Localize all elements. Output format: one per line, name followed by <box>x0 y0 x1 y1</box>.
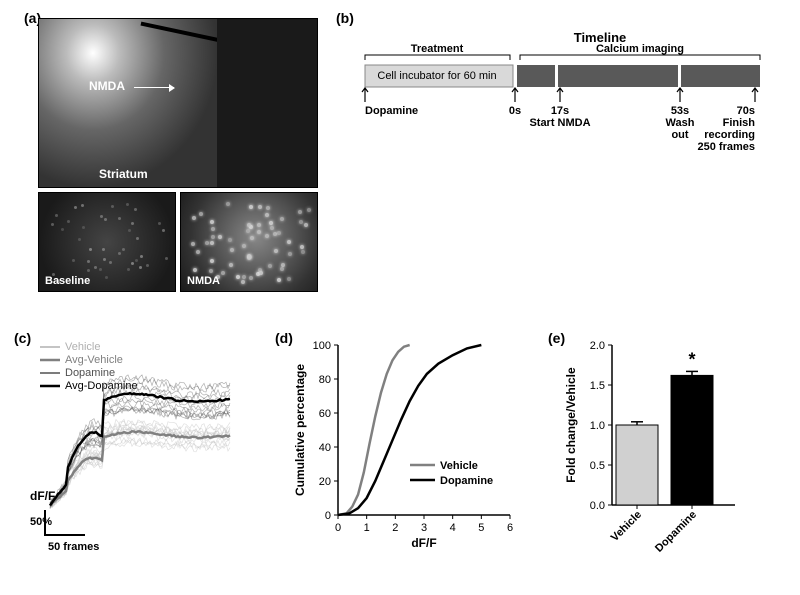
svg-text:Vehicle: Vehicle <box>65 341 100 353</box>
scale-bar-icon <box>267 29 307 32</box>
svg-text:250 frames: 250 frames <box>698 141 756 153</box>
timeline-diagram: TimelineTreatmentCalcium imagingCell inc… <box>360 30 770 160</box>
svg-text:0s: 0s <box>509 105 521 117</box>
svg-text:40: 40 <box>319 442 331 454</box>
svg-text:Cell incubator for 60 min: Cell incubator for 60 min <box>377 70 496 82</box>
svg-text:dF/F: dF/F <box>411 536 436 550</box>
micrograph-nmda: NMDA <box>180 192 318 292</box>
svg-text:Treatment: Treatment <box>411 43 464 55</box>
svg-text:0.5: 0.5 <box>590 460 605 472</box>
cumulative-chart: 0 20 40 60 80 100 0 1 2 3 4 5 6 dF/F Cumulative percen… <box>290 335 520 565</box>
svg-text:Dopamine: Dopamine <box>365 105 418 117</box>
arrow-head-icon <box>169 84 175 92</box>
svg-text:20: 20 <box>319 476 331 488</box>
svg-text:3: 3 <box>421 522 427 534</box>
svg-text:1.5: 1.5 <box>590 380 605 392</box>
svg-text:0.0: 0.0 <box>590 500 605 512</box>
pipette-icon <box>141 22 318 63</box>
baseline-label: Baseline <box>45 275 90 287</box>
svg-text:Fold change/Vehicle: Fold change/Vehicle <box>564 367 578 483</box>
svg-text:50 frames: 50 frames <box>48 541 99 553</box>
panel-d: 0 20 40 60 80 100 0 1 2 3 4 5 6 dF/F Cumulative percen… <box>290 335 520 565</box>
svg-text:6: 6 <box>507 522 513 534</box>
svg-text:Dopamine: Dopamine <box>653 509 699 555</box>
svg-text:50%: 50% <box>30 516 52 528</box>
svg-text:100: 100 <box>313 340 331 352</box>
scale-text: 300 μm <box>279 35 309 45</box>
svg-text:0: 0 <box>335 522 341 534</box>
svg-text:60: 60 <box>319 408 331 420</box>
svg-text:Wash: Wash <box>666 117 695 129</box>
svg-text:recording: recording <box>704 129 755 141</box>
nmda-label: NMDA <box>89 79 125 93</box>
svg-text:Vehicle: Vehicle <box>609 509 644 544</box>
nmda2-label: NMDA <box>187 275 220 287</box>
svg-text:Dopamine: Dopamine <box>65 367 115 379</box>
panel-b-label: (b) <box>336 10 354 26</box>
striatum-label: Striatum <box>99 167 148 181</box>
svg-text:dF/F: dF/F <box>30 489 55 503</box>
micrograph-top: NMDA Striatum Cortex 300 μm <box>38 18 318 188</box>
micrograph-baseline: Baseline <box>38 192 176 292</box>
panel-c: VehicleAvg-VehicleDopamineAvg-DopaminedF… <box>30 335 250 565</box>
svg-text:17s: 17s <box>551 105 569 117</box>
panel-e: 0.0 0.5 1.0 1.5 2.0 Vehicle Dopamine * Fold chan… <box>560 335 760 565</box>
panel-c-label: (c) <box>14 330 31 346</box>
svg-text:53s: 53s <box>671 105 689 117</box>
svg-text:1: 1 <box>364 522 370 534</box>
svg-text:5: 5 <box>478 522 484 534</box>
svg-text:out: out <box>671 129 688 141</box>
svg-text:1.0: 1.0 <box>590 420 605 432</box>
svg-text:2.0: 2.0 <box>590 340 605 352</box>
svg-text:0: 0 <box>325 510 331 522</box>
panel-a: NMDA Striatum Cortex 300 μm Baseline NMD… <box>38 18 318 292</box>
cortex-label: Cortex <box>234 167 272 181</box>
svg-text:4: 4 <box>450 522 456 534</box>
svg-text:Cumulative percentage: Cumulative percentage <box>293 364 307 496</box>
svg-text:2: 2 <box>392 522 398 534</box>
svg-text:Calcium imaging: Calcium imaging <box>596 43 684 55</box>
svg-text:80: 80 <box>319 374 331 386</box>
svg-text:70s: 70s <box>737 105 755 117</box>
arrow-icon <box>134 87 174 88</box>
svg-text:Dopamine: Dopamine <box>440 475 493 487</box>
svg-text:Vehicle: Vehicle <box>440 460 478 472</box>
svg-text:Avg-Vehicle: Avg-Vehicle <box>65 354 123 366</box>
svg-text:Start NMDA: Start NMDA <box>529 117 590 129</box>
traces-chart: VehicleAvg-VehicleDopamineAvg-DopaminedF… <box>30 335 250 565</box>
bar-chart: 0.0 0.5 1.0 1.5 2.0 Vehicle Dopamine * Fold chan… <box>560 335 760 565</box>
svg-text:*: * <box>688 349 695 369</box>
panel-b: TimelineTreatmentCalcium imagingCell inc… <box>360 30 770 165</box>
svg-text:Finish: Finish <box>723 117 756 129</box>
